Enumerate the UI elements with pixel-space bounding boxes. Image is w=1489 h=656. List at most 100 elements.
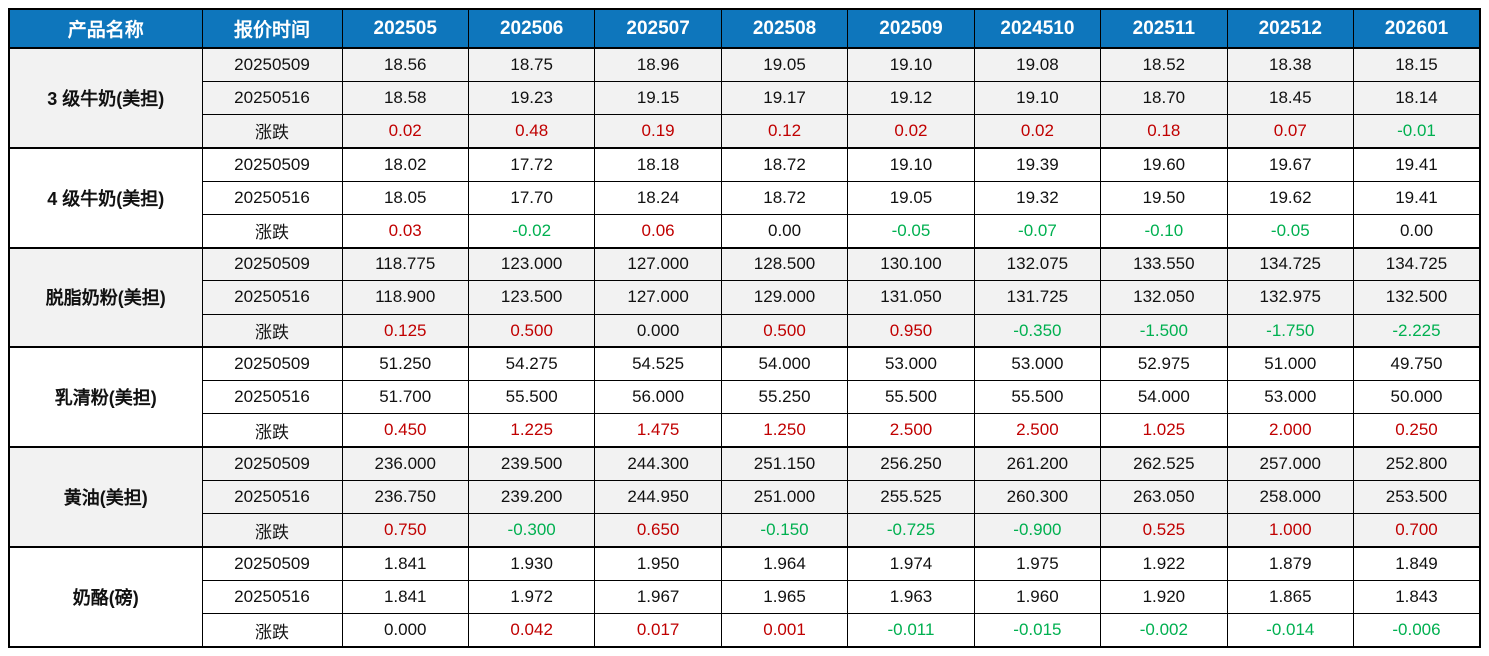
change-value-cell: 1.025 — [1100, 413, 1228, 448]
table-row: 涨跌 0.000 0.042 0.017 0.001 -0.011 -0.015 -0.002… — [9, 613, 1481, 648]
price-value-cell: 1.841 — [341, 545, 469, 581]
price-value-cell: 18.70 — [1100, 80, 1228, 116]
price-value-cell: 236.000 — [341, 446, 469, 481]
header-month-202505: 202505 — [341, 8, 469, 49]
change-value-cell: -0.150 — [720, 513, 849, 548]
price-value-cell: 257.000 — [1226, 446, 1355, 481]
price-value-cell: 51.700 — [341, 380, 469, 415]
table-row: 乳清粉(美担) 20250509 51.250 54.275 54.525 54.000 5… — [8, 346, 1481, 448]
change-value-cell: 0.19 — [594, 114, 722, 149]
change-value-cell: -0.05 — [1226, 213, 1355, 249]
dairy-futures-quote-table: 产品名称 报价时间 202505 202506 202507 202508 202509… — [8, 8, 1481, 648]
price-value-cell: 51.250 — [341, 346, 469, 382]
price-value-cell: 53.000 — [847, 346, 975, 382]
price-value-cell: 49.750 — [1353, 346, 1481, 382]
price-value-cell: 52.975 — [1100, 346, 1228, 382]
table-row: 20250516 18.05 17.70 18.24 18.72 19.05 19.32 19… — [9, 180, 1481, 215]
quote-date-label: 20250516 — [201, 80, 343, 116]
table-row: 黄油(美担) 20250509 236.000 239.500 244.300 251.1… — [8, 446, 1481, 548]
price-value-cell: 55.500 — [973, 380, 1102, 415]
price-value-cell: 19.10 — [973, 80, 1102, 116]
price-value-cell: 127.000 — [594, 246, 722, 282]
price-value-cell: 18.05 — [341, 180, 469, 215]
price-value-cell: 19.17 — [720, 80, 849, 116]
price-value-cell: 251.000 — [720, 479, 849, 515]
price-value-cell: 255.525 — [847, 479, 975, 515]
price-value-cell: 123.500 — [467, 280, 596, 315]
quote-date-label: 20250509 — [201, 146, 343, 182]
price-value-cell: 131.725 — [973, 280, 1102, 315]
price-value-cell: 132.050 — [1100, 280, 1228, 315]
price-value-cell: 239.500 — [467, 446, 596, 481]
price-value-cell: 128.500 — [720, 246, 849, 282]
price-value-cell: 129.000 — [720, 280, 849, 315]
price-value-cell: 132.075 — [973, 246, 1102, 282]
change-value-cell: 0.02 — [973, 114, 1102, 149]
change-value-cell: 2.500 — [973, 413, 1102, 448]
price-value-cell: 18.72 — [720, 180, 849, 215]
table-row: 20250516 118.900 123.500 127.000 129.000 131.… — [9, 280, 1481, 315]
product-name: 3 级牛奶(美担) — [8, 47, 203, 149]
price-value-cell: 1.950 — [594, 545, 722, 581]
price-value-cell: 118.900 — [341, 280, 469, 315]
quote-date-label: 20250516 — [201, 579, 343, 615]
change-value-cell: -0.900 — [973, 513, 1102, 548]
table-row: 4 级牛奶(美担) 20250509 18.02 17.72 18.18 18.72 19.… — [8, 146, 1481, 249]
price-value-cell: 263.050 — [1100, 479, 1228, 515]
price-value-cell: 244.300 — [594, 446, 722, 481]
table-row: 涨跌 0.03 -0.02 0.06 0.00 -0.05 -0.07 -0.10 -0.05 0… — [9, 213, 1481, 249]
price-value-cell: 260.300 — [973, 479, 1102, 515]
change-value-cell: 0.18 — [1100, 114, 1228, 149]
change-value-cell: -0.725 — [847, 513, 975, 548]
price-value-cell: 239.200 — [467, 479, 596, 515]
price-value-cell: 18.38 — [1226, 46, 1355, 82]
price-value-cell: 18.56 — [341, 46, 469, 82]
price-value-cell: 19.08 — [973, 46, 1102, 82]
price-value-cell: 53.000 — [1226, 380, 1355, 415]
price-value-cell: 18.14 — [1353, 80, 1481, 116]
change-value-cell: 0.12 — [720, 114, 849, 149]
price-value-cell: 19.32 — [973, 180, 1102, 215]
table-row: 20250516 51.700 55.500 56.000 55.250 55.500 55… — [9, 380, 1481, 415]
change-value-cell: 0.950 — [847, 313, 975, 348]
change-value-cell: 0.650 — [594, 513, 722, 548]
header-month-202512: 202512 — [1226, 8, 1355, 49]
quote-date-label: 20250509 — [201, 346, 343, 382]
price-value-cell: 55.500 — [467, 380, 596, 415]
quote-date-label: 20250509 — [201, 46, 343, 82]
table-row: 20250516 236.750 239.200 244.950 251.000 255.… — [9, 479, 1481, 515]
table-row: 涨跌 0.750 -0.300 0.650 -0.150 -0.725 -0.900 0.52… — [9, 513, 1481, 548]
header-month-202508: 202508 — [720, 8, 849, 49]
table-row: 奶酪(磅) 20250509 1.841 1.930 1.950 1.964 1.974 1.… — [8, 545, 1481, 648]
price-value-cell: 19.10 — [847, 146, 975, 182]
price-value-cell: 18.52 — [1100, 46, 1228, 82]
price-value-cell: 19.10 — [847, 46, 975, 82]
header-month-202506: 202506 — [467, 8, 596, 49]
change-value-cell: 1.475 — [594, 413, 722, 448]
change-value-cell: 0.500 — [720, 313, 849, 348]
price-value-cell: 252.800 — [1353, 446, 1481, 481]
price-value-cell: 19.39 — [973, 146, 1102, 182]
price-value-cell: 251.150 — [720, 446, 849, 481]
price-value-cell: 262.525 — [1100, 446, 1228, 481]
price-value-cell: 127.000 — [594, 280, 722, 315]
table-row: 涨跌 0.02 0.48 0.19 0.12 0.02 0.02 0.18 0.07 -0.01 — [9, 114, 1481, 149]
header-month-202601: 202601 — [1353, 8, 1481, 49]
change-value-cell: -2.225 — [1353, 313, 1481, 348]
price-value-cell: 1.843 — [1353, 579, 1481, 615]
price-value-cell: 19.23 — [467, 80, 596, 116]
quote-date-label: 20250516 — [201, 380, 343, 415]
table-row: 涨跌 0.125 0.500 0.000 0.500 0.950 -0.350 -1.500-… — [9, 313, 1481, 348]
change-value-cell: 0.48 — [467, 114, 596, 149]
header-month-202507: 202507 — [594, 8, 722, 49]
change-row-label: 涨跌 — [201, 114, 343, 149]
change-row-label: 涨跌 — [201, 613, 343, 648]
table-header-row: 产品名称 报价时间 202505 202506 202507 202508 202509… — [8, 8, 1481, 49]
change-value-cell: 0.042 — [467, 613, 596, 648]
change-value-cell: 1.225 — [467, 413, 596, 448]
price-value-cell: 1.920 — [1100, 579, 1228, 615]
price-value-cell: 54.000 — [1100, 380, 1228, 415]
price-value-cell: 132.500 — [1353, 280, 1481, 315]
change-value-cell: 0.250 — [1353, 413, 1481, 448]
